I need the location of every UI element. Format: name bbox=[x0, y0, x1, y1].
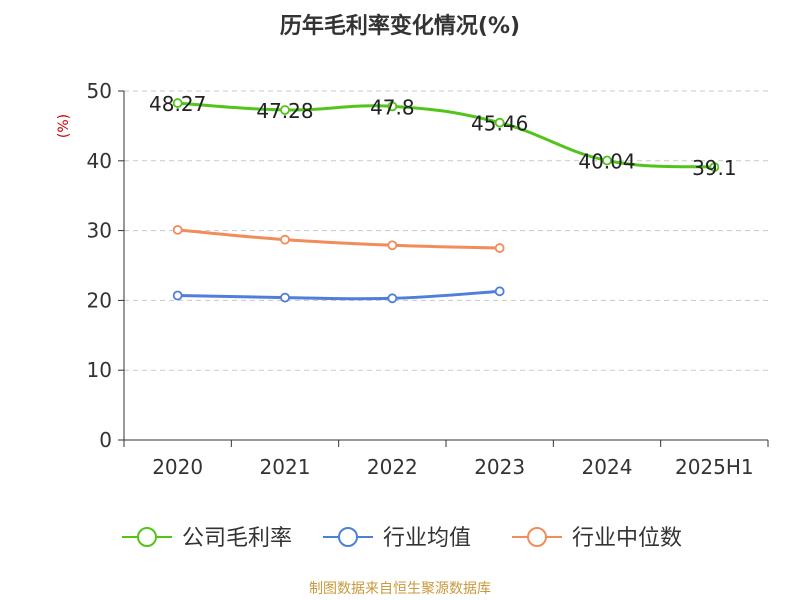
data-point bbox=[172, 98, 183, 108]
y-tick-label: 40 bbox=[87, 149, 112, 173]
data-point bbox=[172, 290, 183, 301]
series-lines bbox=[172, 98, 720, 304]
x-tick-label: 2025H1 bbox=[675, 455, 754, 479]
legend-swatch-marker bbox=[137, 527, 157, 547]
data-point bbox=[387, 101, 398, 112]
legend-label: 行业均值 bbox=[383, 526, 471, 551]
data-label: 47.8 bbox=[370, 95, 415, 119]
data-point bbox=[494, 243, 505, 253]
data-label: 47.28 bbox=[256, 99, 313, 123]
series-line bbox=[177, 228, 500, 250]
data-label: 48.27 bbox=[149, 92, 206, 116]
data-label: 39.1 bbox=[692, 156, 737, 180]
y-tick-label: 50 bbox=[87, 79, 112, 103]
x-tick-label: 2023 bbox=[474, 455, 525, 479]
y-tick-label: 30 bbox=[87, 219, 112, 243]
source-note: 制图数据来自恒生聚源数据库 bbox=[309, 581, 491, 597]
data-point bbox=[494, 117, 505, 128]
x-tick-label: 2024 bbox=[582, 455, 633, 479]
y-tick-label: 20 bbox=[87, 288, 112, 312]
x-tick-label: 2021 bbox=[260, 455, 311, 479]
legend-swatch-marker bbox=[527, 527, 547, 547]
y-tick-label: 10 bbox=[87, 358, 112, 382]
axes: 0 10 20 30 40 50 2020 2021 2022 2023 2024 2025H1 bbox=[87, 79, 769, 479]
data-labels: 48.27 47.28 47.8 45.46 40.04 39.1 bbox=[149, 92, 737, 180]
x-tick-label: 2020 bbox=[152, 455, 203, 479]
data-label: 40.04 bbox=[578, 150, 635, 174]
legend-label: 行业中位数 bbox=[572, 526, 682, 551]
grid bbox=[124, 90, 768, 371]
data-point bbox=[280, 292, 290, 303]
legend: 公司毛利率 行业均值 行业中位数 bbox=[122, 526, 682, 551]
data-point bbox=[280, 105, 290, 115]
legend-label: 公司毛利率 bbox=[182, 526, 292, 551]
y-tick-label: 0 bbox=[99, 428, 112, 452]
data-point bbox=[172, 225, 183, 235]
data-point bbox=[280, 234, 290, 245]
data-point bbox=[494, 286, 505, 297]
x-tick-label: 2022 bbox=[367, 455, 418, 479]
data-point bbox=[387, 293, 398, 304]
y-axis-label: (%) bbox=[56, 114, 72, 138]
series-line bbox=[177, 289, 500, 301]
data-point bbox=[387, 240, 398, 251]
legend-swatch-marker bbox=[338, 527, 358, 547]
series-line bbox=[177, 101, 715, 169]
data-label: 45.46 bbox=[471, 112, 528, 136]
chart-title: 历年毛利率变化情况(%) bbox=[280, 13, 520, 39]
data-point bbox=[709, 162, 720, 172]
data-point bbox=[602, 155, 612, 166]
